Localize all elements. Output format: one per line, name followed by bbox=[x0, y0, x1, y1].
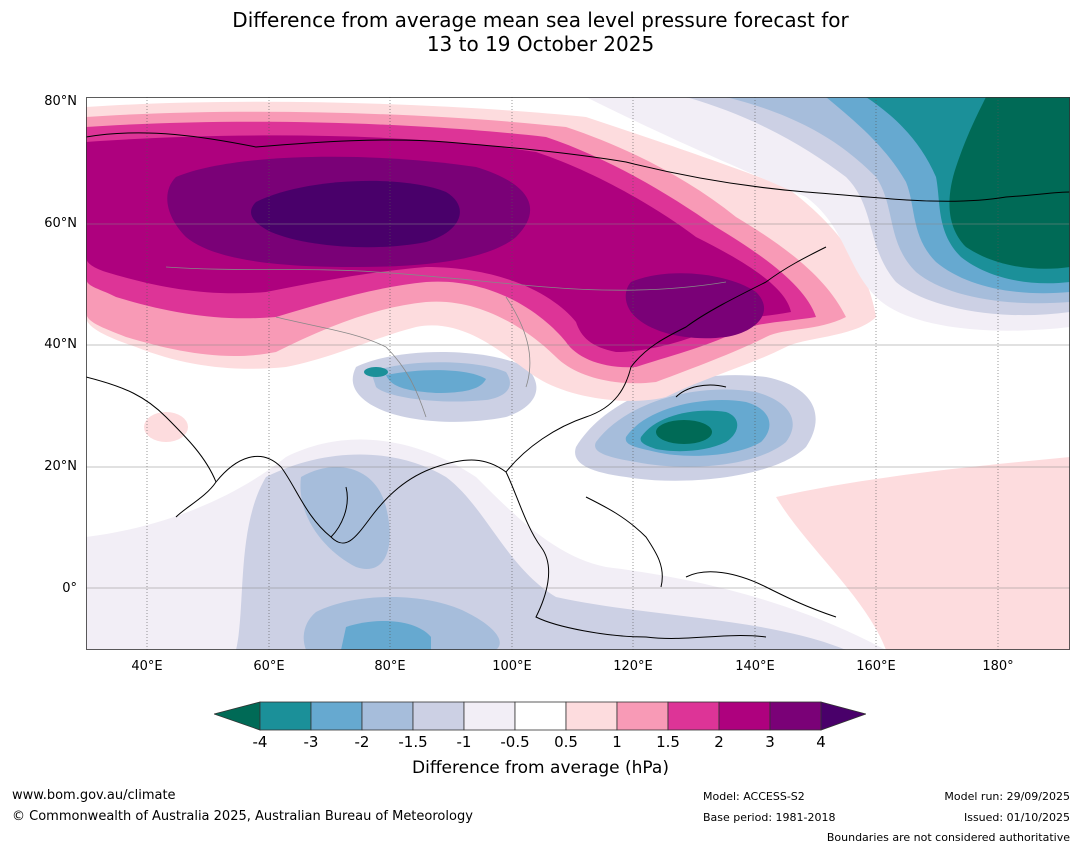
colorbar-segment-11 bbox=[769, 701, 822, 731]
colorbar-tick-7: 1 bbox=[612, 733, 622, 751]
colorbar-tick-1: -3 bbox=[303, 733, 319, 751]
lon-label-160e: 160°E bbox=[856, 659, 896, 674]
colorbar-segment-0 bbox=[212, 701, 261, 731]
colorbar-tick-5: -0.5 bbox=[500, 733, 530, 751]
anomaly-region-pos-arabia bbox=[144, 412, 188, 442]
colorbar-segment-4 bbox=[412, 701, 465, 731]
lat-label-80n: 80°N bbox=[44, 94, 77, 109]
colorbar-segment-6 bbox=[514, 701, 567, 731]
colorbar-tick-0: -4 bbox=[252, 733, 268, 751]
lon-label-120e: 120°E bbox=[613, 659, 653, 674]
lat-label-20n: 20°N bbox=[44, 459, 77, 474]
lon-label-60e: 60°E bbox=[253, 659, 285, 674]
title-line-1: Difference from average mean sea level p… bbox=[232, 8, 849, 32]
footer-copyright: © Commonwealth of Australia 2025, Austra… bbox=[12, 809, 473, 824]
colorbar-tick-10: 3 bbox=[765, 733, 775, 751]
anomaly-region-pos-3-east bbox=[625, 273, 765, 339]
lat-label-60n: 60°N bbox=[44, 216, 77, 231]
colorbar-tick-11: 4 bbox=[816, 733, 826, 751]
lon-label-180: 180° bbox=[982, 659, 1014, 674]
colorbar-segment-9 bbox=[667, 701, 720, 731]
footer-issued: Issued: 01/10/2025 bbox=[963, 811, 1070, 824]
map-canvas bbox=[86, 97, 1070, 650]
colorbar-segment-1 bbox=[259, 701, 312, 731]
colorbar-label: Difference from average (hPa) bbox=[412, 758, 669, 778]
footer-model: Model: ACCESS-S2 bbox=[703, 790, 805, 803]
anomaly-region-neg-np-core bbox=[949, 97, 1070, 269]
colorbar-tick-8: 1.5 bbox=[656, 733, 680, 751]
lat-label-40n: 40°N bbox=[44, 337, 77, 352]
colorbar-tick-3: -1.5 bbox=[398, 733, 428, 751]
colorbar-segment-5 bbox=[463, 701, 516, 731]
colorbar-segment-12 bbox=[820, 701, 868, 731]
lon-label-40e: 40°E bbox=[131, 659, 163, 674]
lon-label-80e: 80°E bbox=[374, 659, 406, 674]
colorbar-tick-6: 0.5 bbox=[554, 733, 578, 751]
anomaly-region-neg-2-india bbox=[300, 467, 390, 569]
lon-label-100e: 100°E bbox=[492, 659, 532, 674]
colorbar-segment-2 bbox=[310, 701, 363, 731]
lon-label-140e: 140°E bbox=[735, 659, 775, 674]
latitude-lines bbox=[86, 223, 1070, 589]
anomaly-region-neg-wpac-core bbox=[656, 420, 712, 444]
country-borders bbox=[165, 266, 727, 418]
colorbar-tick-2: -2 bbox=[354, 733, 370, 751]
colorbar-segment-10 bbox=[718, 701, 771, 731]
coastlines bbox=[86, 132, 1070, 639]
footer-model-run: Model run: 29/09/2025 bbox=[944, 790, 1070, 803]
map-title: Difference from average mean sea level p… bbox=[0, 8, 1081, 56]
colorbar-svg bbox=[212, 701, 868, 731]
colorbar-tick-4: -1 bbox=[456, 733, 472, 751]
lat-label-0: 0° bbox=[62, 581, 77, 596]
title-line-2: 13 to 19 October 2025 bbox=[426, 32, 655, 56]
colorbar-segment-8 bbox=[616, 701, 669, 731]
anomaly-region-pos-4-core bbox=[251, 180, 460, 248]
anomaly-region-neg3-tibet bbox=[386, 370, 486, 393]
graticule bbox=[146, 97, 999, 650]
colorbar-segment-3 bbox=[361, 701, 414, 731]
footer-disclaimer: Boundaries are not considered authoritat… bbox=[826, 831, 1070, 844]
pressure-anomaly-map bbox=[86, 97, 1070, 650]
anomaly-region-neg-3-ocean bbox=[341, 621, 431, 650]
footer-base-period: Base period: 1981-2018 bbox=[703, 811, 836, 824]
anomaly-region-neg4-tibet bbox=[364, 367, 388, 377]
colorbar-segment-7 bbox=[565, 701, 618, 731]
footer-url[interactable]: www.bom.gov.au/climate bbox=[12, 788, 176, 803]
colorbar-tick-9: 2 bbox=[714, 733, 724, 751]
colorbar bbox=[212, 700, 868, 732]
anomaly-region-pos-pacific bbox=[776, 457, 1070, 650]
